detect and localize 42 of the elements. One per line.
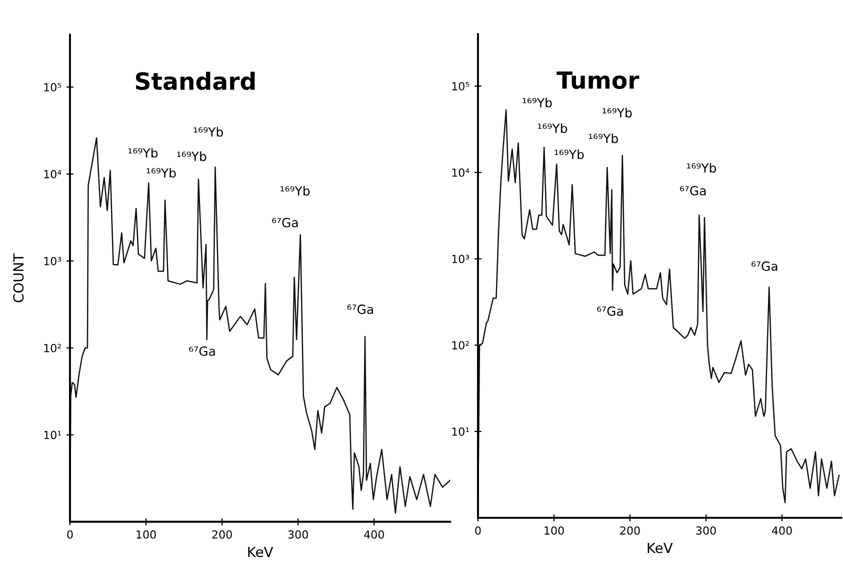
- y-tick-label: 10⁴: [44, 170, 62, 178]
- annotation: ¹⁶⁹Yb: [146, 168, 176, 178]
- annotation: ¹⁶⁹Yb: [177, 151, 206, 162]
- annotation: ⁶⁷Ga: [189, 346, 215, 356]
- x-tick-label: 200: [620, 526, 640, 535]
- annotation: ⁶⁷Ga: [272, 218, 298, 228]
- x-tick-label: 0: [67, 530, 73, 539]
- annotation: ¹⁶⁹Yb: [194, 127, 223, 137]
- x-axis-title: KeV: [248, 546, 274, 558]
- annotation: ⁶⁷Ga: [597, 306, 623, 316]
- annotation: ¹⁶⁹Yb: [538, 123, 568, 134]
- annotation: ⁶⁷Ga: [347, 304, 373, 314]
- x-axis-title: KeV: [648, 542, 673, 554]
- y-tick-label: 10³: [452, 254, 470, 264]
- annotation: ¹⁶⁹Yb: [554, 149, 584, 160]
- annotation: ¹⁶⁹Yb: [588, 134, 618, 144]
- annotation: ¹⁶⁹Yb: [280, 186, 310, 196]
- y-tick-label: 10²: [452, 341, 469, 350]
- x-tick-label: 0: [475, 526, 481, 535]
- x-tick-label: 300: [288, 530, 308, 539]
- x-tick-label: 200: [212, 530, 232, 539]
- x-tick-label: 400: [364, 530, 384, 539]
- annotation: ⁶⁷Ga: [752, 261, 778, 271]
- annotation: ¹⁶⁹Yb: [686, 163, 716, 173]
- y-tick-label: 10⁵: [452, 82, 470, 90]
- y-tick-label: 10³: [44, 256, 62, 266]
- x-tick-label: 100: [544, 526, 564, 535]
- annotation: ¹⁶⁹Yb: [602, 108, 632, 118]
- y-tick-label: 10⁴: [452, 168, 470, 177]
- y-tick-label: 10²: [44, 344, 61, 352]
- annotation: ⁶⁷Ga: [680, 186, 706, 196]
- text: Tumor: [556, 71, 640, 90]
- x-tick-label: 400: [772, 526, 792, 535]
- x-tick-label: 300: [696, 526, 716, 535]
- y-tick-label: 10¹: [44, 430, 62, 440]
- annotation: ¹⁶⁹Yb: [128, 148, 158, 158]
- y-axis-title: COUNT: [13, 253, 24, 302]
- y-tick-label: 10⁵: [44, 83, 62, 92]
- annotation: ¹⁶⁹Yb: [522, 98, 552, 108]
- x-tick-label: 100: [136, 530, 156, 539]
- y-tick-label: 10¹: [452, 427, 470, 436]
- text: Standard: [136, 72, 255, 90]
